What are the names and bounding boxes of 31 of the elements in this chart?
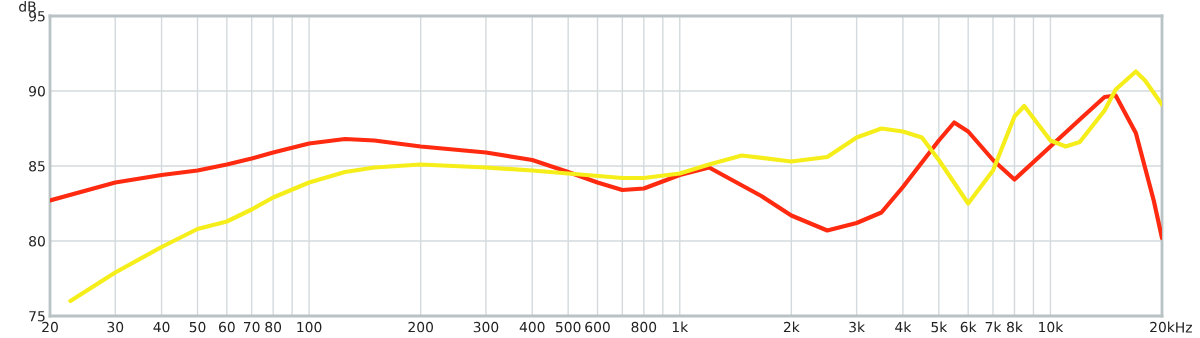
x-tick-label: 6k <box>960 321 977 333</box>
x-tick-label: 4k <box>895 321 912 333</box>
x-tick-label: 20k <box>1150 321 1175 333</box>
x-tick-label: 800 <box>631 321 657 333</box>
y-tick-label: 95 <box>29 10 45 22</box>
y-tick-label: 85 <box>29 160 45 172</box>
x-tick-label: 100 <box>297 321 322 333</box>
x-tick-label: 7k <box>985 321 1002 333</box>
x-tick-label: 400 <box>519 321 545 333</box>
x-tick-label: 30 <box>107 321 124 333</box>
x-tick-label: 80 <box>265 321 282 333</box>
x-tick-label: 2k <box>783 321 800 333</box>
y-tick-label: 90 <box>29 85 45 97</box>
x-tick-label: 60 <box>218 321 235 333</box>
x-tick-label: 70 <box>243 321 260 333</box>
x-tick-label: 1k <box>672 321 689 333</box>
x-tick-label: 300 <box>473 321 499 333</box>
x-tick-label: 8k <box>1007 321 1023 333</box>
y-axis-title: dB <box>19 1 36 12</box>
x-tick-label: 10k <box>1039 321 1064 333</box>
x-tick-label: 5k <box>931 321 948 333</box>
x-tick-label: 40 <box>153 321 170 333</box>
x-tick-label: 20 <box>42 321 58 333</box>
x-axis-title: Hz <box>1176 322 1192 333</box>
x-tick-label: 50 <box>189 321 206 333</box>
x-tick-label: 200 <box>408 321 433 333</box>
y-tick-label: 75 <box>29 311 45 322</box>
x-tick-label: 3k <box>849 321 865 333</box>
x-tick-label: 600 <box>585 321 610 333</box>
y-tick-label: 80 <box>29 235 45 247</box>
x-tick-label: 500 <box>555 321 581 333</box>
